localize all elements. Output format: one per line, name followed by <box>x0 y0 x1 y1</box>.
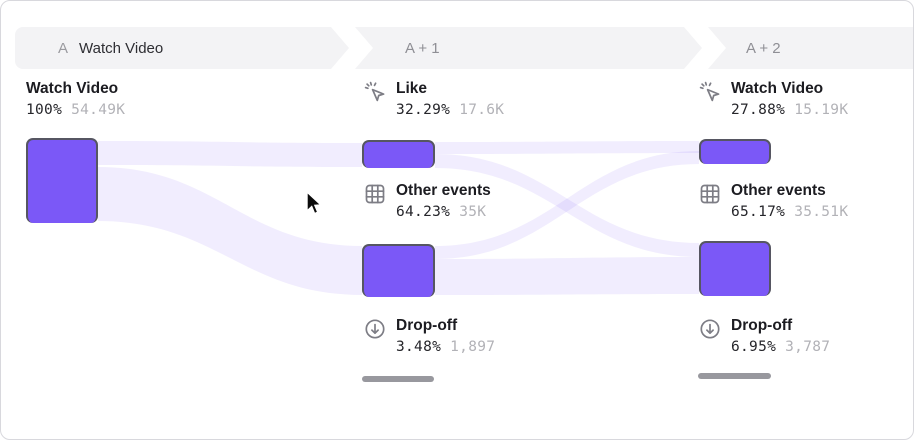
event-percent: 27.88% <box>731 102 786 118</box>
node-watch-video-step-a[interactable] <box>26 138 98 223</box>
step-label: A + 1 <box>405 39 440 57</box>
event-count: 17.6K <box>459 102 505 118</box>
node-watch-video-step-a2[interactable] <box>699 139 771 164</box>
step-header-a-plus-2[interactable]: A + 2 <box>708 27 913 69</box>
event-name: Drop-off <box>731 317 793 334</box>
event-name: Watch Video <box>26 80 119 97</box>
node-like-step-a1[interactable] <box>362 140 435 168</box>
flow-otherevents-to-otherevents[interactable] <box>435 257 699 295</box>
event-count: 1,897 <box>450 339 496 355</box>
event-row-like[interactable]: Like 32.29% 17.6K <box>363 79 504 121</box>
event-count: 35.51K <box>794 204 849 220</box>
flow-watchvideo-to-otherevents[interactable] <box>98 167 362 295</box>
event-row-watch-video-a[interactable]: Watch Video 100% 54.49K <box>26 79 125 121</box>
drop-off-arrow-icon <box>698 317 722 346</box>
event-row-other-events-a2[interactable]: Other events 65.17% 35.51K <box>698 181 848 223</box>
cursor-click-icon <box>363 80 387 109</box>
event-percent: 32.29% <box>396 102 451 118</box>
dropoff-node-bar-a1[interactable] <box>362 376 434 382</box>
grid-icon <box>363 182 387 211</box>
event-name: Like <box>396 80 428 97</box>
cursor-click-icon <box>698 80 722 109</box>
event-name: Watch Video <box>731 80 824 97</box>
event-percent: 100% <box>26 102 63 118</box>
flow-otherevents-to-watchvideo[interactable] <box>435 151 699 259</box>
flow-watchvideo-to-like[interactable] <box>98 141 362 167</box>
grid-icon <box>698 182 722 211</box>
event-percent: 64.23% <box>396 204 451 220</box>
event-count: 3,787 <box>785 339 831 355</box>
event-row-watch-video-a2[interactable]: Watch Video 27.88% 15.19K <box>698 79 848 121</box>
event-count: 15.19K <box>794 102 849 118</box>
event-name: Drop-off <box>396 317 458 334</box>
drop-off-arrow-icon <box>363 317 387 346</box>
event-count: 54.49K <box>71 102 126 118</box>
event-name: Other events <box>396 182 491 199</box>
event-count: 35K <box>459 204 487 220</box>
step-badge: A <box>58 39 69 57</box>
event-name: Other events <box>731 182 826 199</box>
event-row-drop-off-a2[interactable]: Drop-off 6.95% 3,787 <box>698 316 830 358</box>
mouse-cursor <box>304 190 324 223</box>
step-header-a-plus-1[interactable]: A + 1 <box>355 27 702 69</box>
flow-like-to-watchvideo[interactable] <box>435 141 699 154</box>
event-percent: 6.95% <box>731 339 777 355</box>
event-percent: 3.48% <box>396 339 442 355</box>
node-other-events-step-a2[interactable] <box>699 241 771 296</box>
step-label: A + 2 <box>746 39 781 57</box>
dropoff-node-bar-a2[interactable] <box>698 373 771 379</box>
step-header-a[interactable]: A Watch Video <box>15 27 349 69</box>
flow-like-to-otherevents[interactable] <box>435 154 699 257</box>
event-row-other-events-a1[interactable]: Other events 64.23% 35K <box>363 181 491 223</box>
event-row-drop-off-a1[interactable]: Drop-off 3.48% 1,897 <box>363 316 495 358</box>
event-percent: 65.17% <box>731 204 786 220</box>
step-label: Watch Video <box>79 39 164 57</box>
node-other-events-step-a1[interactable] <box>362 244 435 297</box>
